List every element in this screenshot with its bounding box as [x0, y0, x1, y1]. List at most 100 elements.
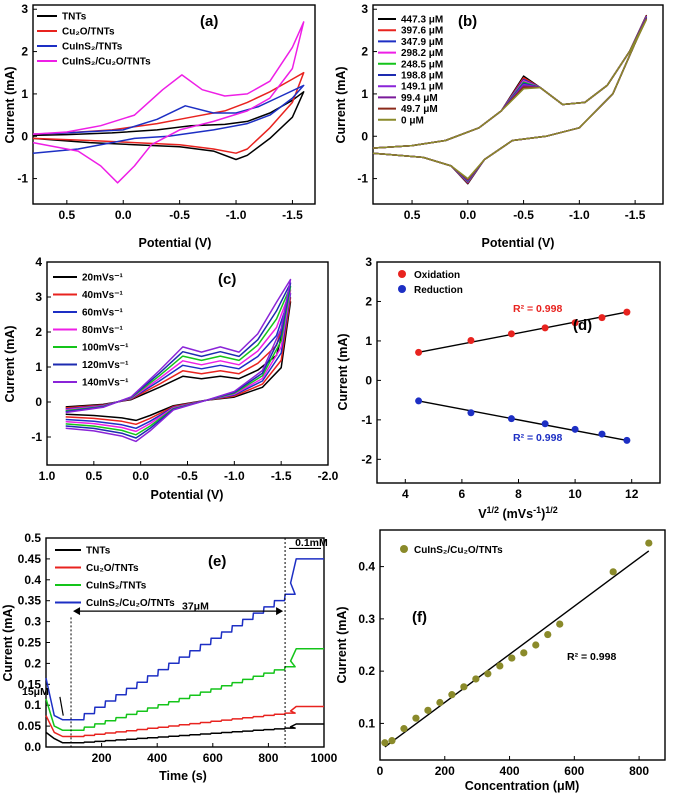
y-tick-label: 4: [35, 255, 42, 269]
amperometric-trace: [45, 648, 324, 732]
cv-curve: [32, 21, 305, 184]
data-point: [532, 641, 540, 649]
legend-entry: 140mVs⁻¹: [82, 378, 129, 389]
y-tick-label: 0.2: [24, 656, 41, 670]
y-tick-label: 0: [365, 373, 372, 387]
panel-f: 0 200 400 600 800 0.1 0.2 0.3 0.4 R² = 0.998 CuI…: [335, 529, 666, 793]
y-tick-label: 0.3: [24, 615, 41, 629]
y-tick-label: 2: [21, 45, 28, 59]
y-tick-label: 0.3: [358, 612, 375, 626]
y-tick-label: 2: [35, 325, 42, 339]
x-tick-label: -0.5: [169, 208, 190, 222]
panel-c-ylabel: Current (mA): [3, 325, 17, 402]
y-tick-label: 1: [361, 87, 368, 101]
data-point: [381, 739, 389, 747]
x-tick-label: 10: [568, 487, 582, 501]
data-point: [400, 725, 408, 733]
legend-entry: CuInS₂/TNTs: [62, 42, 123, 53]
data-point: [623, 308, 631, 316]
annotation: 15μM: [22, 686, 49, 698]
data-point: [424, 706, 432, 714]
panel-e-xlabel: Time (s): [159, 769, 207, 783]
x-tick-label: -1.5: [282, 208, 303, 222]
data-point: [541, 324, 549, 332]
data-point: [598, 430, 606, 438]
y-tick-label: -1: [31, 430, 42, 444]
x-tick-label: 200: [435, 764, 455, 778]
r-squared-label: R² = 0.998: [513, 432, 562, 444]
x-tick-label: 400: [500, 764, 520, 778]
panel-a-label: (a): [200, 13, 218, 30]
panel-b-ylabel: Current (mA): [334, 66, 348, 143]
y-tick-label: 0: [361, 129, 368, 143]
x-tick-label: -0.5: [513, 208, 534, 222]
data-point: [460, 683, 468, 691]
legend-entry: 198.8 μM: [401, 71, 443, 82]
panel-b-xlabel: Potential (V): [482, 236, 555, 250]
fit-line: [418, 311, 628, 354]
pointer-arrow: [59, 696, 64, 716]
y-tick-label: 0.2: [358, 664, 375, 678]
panel-c: 1.0 0.5 0.0 -0.5 -1.0 -1.5 -2.0 -1 0 1 2 3 4 20mVs⁻¹…: [3, 255, 339, 502]
y-tick-label: 0.4: [24, 573, 41, 587]
legend-entry: Cu₂O/TNTs: [62, 27, 115, 38]
legend-entry: 99.4 μM: [401, 93, 438, 104]
y-tick-label: 0.05: [18, 719, 42, 733]
data-point: [508, 654, 516, 662]
y-tick-label: 0.45: [18, 552, 42, 566]
data-point: [412, 714, 420, 722]
legend-entry: 447.3 μM: [401, 15, 443, 26]
legend-entry: TNTs: [86, 546, 111, 557]
x-tick-label: 4: [402, 487, 409, 501]
x-tick-label: 800: [258, 751, 278, 765]
cv-curve: [32, 84, 305, 154]
legend-entry: Reduction: [414, 285, 463, 296]
legend-entry: 60mVs⁻¹: [82, 308, 124, 319]
x-tick-label: -1.0: [226, 208, 247, 222]
legend-entry: CuInS₂/TNTs: [86, 581, 147, 592]
legend-entry: 149.1 μM: [401, 82, 443, 93]
x-tick-label: -1.0: [224, 469, 245, 483]
legend-entry: TNTs: [62, 12, 87, 23]
legend-entry: 40mVs⁻¹: [82, 290, 124, 301]
y-tick-label: 3: [35, 290, 42, 304]
legend-entry: Oxidation: [414, 270, 460, 281]
panel-f-label: (f): [412, 609, 427, 626]
amperometric-trace: [45, 723, 324, 744]
data-point: [388, 737, 396, 745]
x-tick-label: 800: [629, 764, 649, 778]
arrow-head: [276, 607, 284, 616]
y-tick-label: -1: [357, 172, 368, 186]
x-tick-label: 1.0: [39, 469, 56, 483]
legend-entry: 49.7 μM: [401, 104, 438, 115]
data-point: [484, 670, 492, 678]
legend-entry: 80mVs⁻¹: [82, 325, 124, 336]
x-tick-label: -2.0: [318, 469, 339, 483]
panel-b-frame: [372, 4, 664, 205]
panel-e-label: (e): [208, 553, 226, 570]
y-tick-label: -1: [361, 413, 372, 427]
y-tick-label: 0.1: [24, 698, 41, 712]
y-tick-label: 2: [365, 294, 372, 308]
y-tick-label: 1: [21, 87, 28, 101]
legend-entry: 0 μM: [401, 115, 424, 126]
x-tick-label: 600: [564, 764, 584, 778]
x-tick-label: 8: [515, 487, 522, 501]
legend-entry: 120mVs⁻¹: [82, 360, 129, 371]
x-tick-label: 0.0: [459, 208, 476, 222]
cv-curve: [372, 19, 648, 180]
x-tick-label: 400: [147, 751, 167, 765]
legend-entry: 347.9 μM: [401, 37, 443, 48]
panel-d-xlabel: V1/2 (mVs-1)1/2: [478, 505, 558, 521]
amperometric-trace: [45, 705, 324, 738]
annotation: 37μM: [182, 600, 209, 612]
annotation: 0.1mM: [295, 537, 328, 549]
panel-b-label: (b): [458, 13, 477, 30]
x-tick-label: -1.5: [625, 208, 646, 222]
x-tick-label: 600: [203, 751, 223, 765]
legend-entry: 248.5 μM: [401, 59, 443, 70]
y-tick-label: -1: [17, 172, 28, 186]
y-tick-label: 0.5: [24, 531, 41, 545]
data-point: [598, 314, 606, 322]
